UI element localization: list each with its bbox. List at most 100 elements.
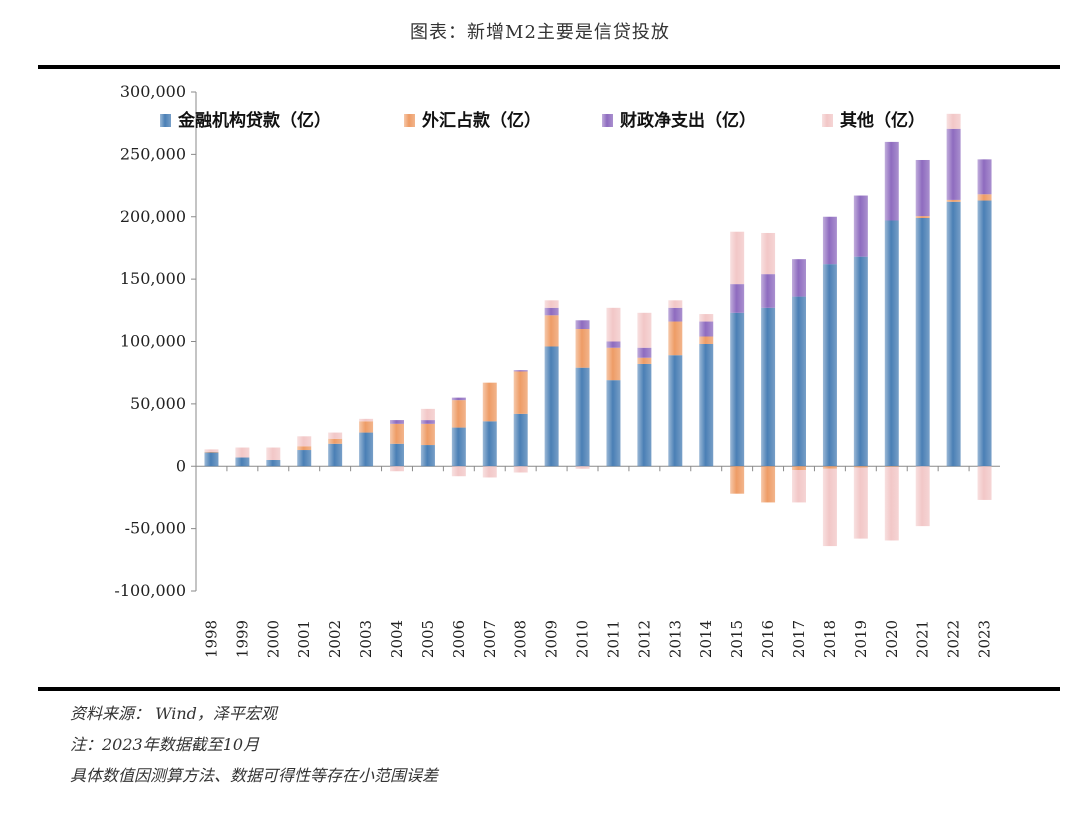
bar-segment: [637, 347, 652, 358]
x-tick-label: 2020: [883, 620, 901, 658]
x-tick-label: 2014: [697, 620, 715, 658]
notes-block: 资料来源： Wind，泽平宏观 注：2023年数据截至10月 具体数值因测算方法…: [70, 698, 438, 791]
bar-segment: [328, 443, 343, 467]
x-tick-label: 2009: [543, 620, 561, 658]
bar-segment: [668, 355, 683, 467]
bottom-rule: [38, 687, 1060, 691]
bar-segment: [946, 199, 961, 202]
bar-segment: [297, 446, 312, 451]
bar-segment: [359, 421, 374, 433]
bar-segment: [977, 466, 992, 500]
bar-segment: [513, 413, 528, 467]
bar-segment: [668, 307, 683, 322]
bar-segment: [359, 432, 374, 467]
bar-segment: [822, 466, 837, 469]
bar-segment: [544, 346, 559, 467]
top-rule: [38, 65, 1060, 69]
x-tick-label: 2006: [450, 620, 468, 658]
legend-label: 外汇占款（亿）: [422, 110, 541, 131]
bar-segment: [390, 466, 404, 472]
bar-segment: [513, 370, 528, 372]
bar-segment: [761, 274, 776, 308]
x-tick-label: 2002: [326, 620, 344, 658]
bar-segment: [359, 418, 374, 422]
x-tick-label: 2015: [728, 620, 746, 658]
x-tick-label: 2008: [512, 620, 530, 658]
bar-segment: [451, 427, 466, 467]
bar-segment: [544, 307, 559, 316]
chart-title: 图表：新增M2主要是信贷投放: [410, 22, 670, 43]
y-tick-label: 300,000: [120, 82, 186, 101]
legend-label: 其他（亿）: [840, 110, 925, 131]
bar-segment: [204, 452, 219, 467]
bar-segment: [792, 466, 806, 470]
bar-segment: [420, 408, 435, 421]
bar-segment: [946, 128, 961, 200]
bar-segment: [420, 423, 435, 446]
bar-segment: [822, 216, 837, 265]
bar-segment: [513, 466, 528, 473]
legend-swatch: [404, 114, 415, 127]
bar-segment: [575, 466, 590, 469]
bar-segment: [977, 159, 992, 195]
bar-segment: [451, 400, 466, 428]
bar-segment: [575, 329, 590, 368]
disclaimer-note: 具体数值因测算方法、数据可得性等存在小范围误差: [70, 766, 439, 785]
x-tick-label: 2003: [357, 620, 375, 658]
y-tick-label: 0: [176, 456, 186, 475]
legend-label: 金融机构贷款（亿）: [177, 110, 331, 131]
bar-segment: [977, 194, 992, 201]
x-tick-label: 2004: [388, 620, 406, 658]
y-tick-label: 150,000: [120, 269, 186, 288]
bar-segment: [884, 220, 899, 467]
bar-segment: [792, 296, 806, 467]
bar-segment: [575, 367, 590, 467]
bar-segment: [730, 231, 745, 285]
bar-segment: [482, 382, 497, 422]
legend-swatch: [160, 114, 171, 127]
bar-segment: [853, 195, 868, 257]
bar-segment: [482, 421, 497, 467]
bar-segment: [761, 232, 776, 275]
x-tick-label: 2016: [759, 620, 777, 658]
bar-segment: [266, 447, 281, 461]
bar-segment: [637, 363, 652, 467]
x-tick-label: 2013: [666, 620, 684, 658]
legend-swatch: [602, 114, 613, 127]
bar-segment: [266, 460, 281, 467]
bar-segment: [853, 467, 868, 539]
bar-segment: [544, 300, 559, 308]
bar-segment: [544, 315, 559, 347]
bar-segment: [730, 312, 745, 467]
bar-segment: [915, 217, 930, 467]
bar-segment: [853, 256, 868, 467]
bar-segment: [668, 321, 683, 356]
bar-segment: [204, 451, 219, 453]
bar-segment: [420, 445, 435, 467]
y-tick-label: 200,000: [120, 207, 186, 226]
legend-swatch: [822, 114, 833, 127]
bar-segment: [730, 284, 745, 313]
x-tick-label: 2017: [790, 620, 808, 658]
date-note: 注：2023年数据截至10月: [70, 735, 260, 754]
bar-segment: [482, 466, 497, 478]
bar-segment: [853, 466, 868, 468]
x-tick-label: 2022: [945, 620, 963, 658]
bar-segment: [977, 200, 992, 467]
x-tick-label: 2018: [821, 620, 839, 658]
bar-segment: [884, 466, 899, 541]
bar-segment: [884, 141, 899, 221]
x-tick-label: 2021: [914, 620, 932, 658]
x-tick-label: 2023: [976, 620, 994, 658]
bar-segment: [390, 420, 404, 424]
x-tick-label: 2010: [574, 620, 592, 658]
bar-segment: [606, 380, 621, 467]
bar-segment: [915, 216, 930, 218]
bar-segment: [699, 321, 714, 337]
bar-segment: [235, 457, 250, 467]
bar-segment: [946, 113, 961, 129]
y-tick-label: 250,000: [120, 144, 186, 163]
x-tick-label: 1999: [233, 620, 251, 658]
bar-segment: [915, 159, 930, 217]
bar-segment: [328, 432, 343, 439]
